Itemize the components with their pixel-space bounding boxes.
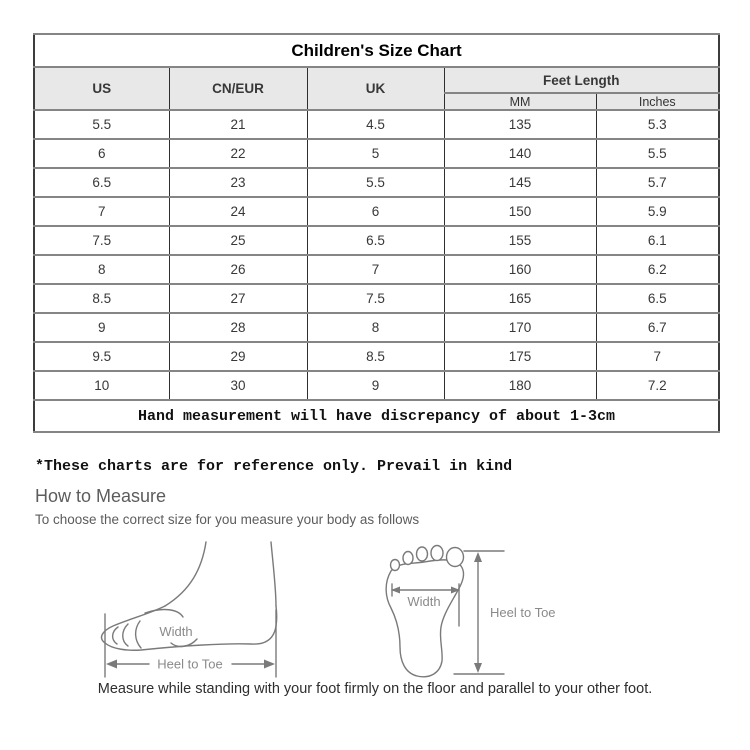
table-row: 9 28 8 170 6.7: [33, 312, 720, 343]
cell-inches: 6.5: [595, 283, 720, 314]
cell-inches: 5.7: [595, 167, 720, 198]
cell-inches: 7: [595, 341, 720, 372]
cell-inches: 6.7: [595, 312, 720, 343]
cell-us: 9.5: [33, 341, 170, 372]
cell-mm: 145: [443, 167, 597, 198]
cell-cn-eur: 29: [168, 341, 308, 372]
table-footer-row: Hand measurement will have discrepancy o…: [33, 399, 720, 433]
column-header-feet-length: Feet Length: [443, 66, 720, 94]
table-row: 7 24 6 150 5.9: [33, 196, 720, 227]
table-row: 8.5 27 7.5 165 6.5: [33, 283, 720, 314]
cell-cn-eur: 28: [168, 312, 308, 343]
cell-mm: 140: [443, 138, 597, 169]
sole-heel-to-toe-measure-lines: [453, 550, 505, 675]
cell-inches: 5.9: [595, 196, 720, 227]
cell-uk: 6: [306, 196, 445, 227]
table-row: 10 30 9 180 7.2: [33, 370, 720, 401]
cell-cn-eur: 26: [168, 254, 308, 285]
cell-cn-eur: 24: [168, 196, 308, 227]
sole-view-foot-diagram: Width Heel to Toe: [385, 544, 556, 678]
cell-us: 6: [33, 138, 170, 169]
column-header-cn-eur: CN/EUR: [168, 66, 308, 111]
reference-note: *These charts are for reference only. Pr…: [35, 458, 513, 475]
sole-width-measure-lines: [391, 583, 460, 627]
cell-cn-eur: 27: [168, 283, 308, 314]
cell-mm: 160: [443, 254, 597, 285]
cell-cn-eur: 21: [168, 109, 308, 140]
cell-uk: 5.5: [306, 167, 445, 198]
cell-inches: 5.3: [595, 109, 720, 140]
cell-mm: 135: [443, 109, 597, 140]
column-header-mm: MM: [443, 92, 597, 111]
cell-cn-eur: 23: [168, 167, 308, 198]
sole-heel-to-toe-label: Heel to Toe: [490, 605, 556, 620]
sole-width-label: Width: [407, 594, 440, 609]
how-to-measure-subtitle: To choose the correct size for you measu…: [35, 512, 420, 527]
cell-mm: 165: [443, 283, 597, 314]
cell-uk: 8: [306, 312, 445, 343]
cell-cn-eur: 25: [168, 225, 308, 256]
measurement-discrepancy-note: Hand measurement will have discrepancy o…: [33, 399, 720, 433]
side-heel-to-toe-label: Heel to Toe: [157, 657, 223, 672]
cell-mm: 155: [443, 225, 597, 256]
size-chart-table: Children's Size Chart US CN/EUR UK Feet …: [33, 33, 721, 433]
cell-uk: 9: [306, 370, 445, 401]
cell-cn-eur: 22: [168, 138, 308, 169]
cell-us: 8.5: [33, 283, 170, 314]
cell-mm: 170: [443, 312, 597, 343]
table-header-row: US CN/EUR UK Feet Length: [33, 66, 720, 111]
table-title-row: Children's Size Chart: [33, 33, 720, 68]
cell-uk: 7.5: [306, 283, 445, 314]
cell-uk: 6.5: [306, 225, 445, 256]
table-row: 8 26 7 160 6.2: [33, 254, 720, 285]
size-table-body: 5.5 21 4.5 135 5.3 6 22 5 140 5.5 6.5 23…: [33, 109, 720, 401]
column-header-uk: UK: [306, 66, 445, 111]
cell-uk: 8.5: [306, 341, 445, 372]
cell-uk: 4.5: [306, 109, 445, 140]
heel-to-toe-measure-lines: [104, 609, 277, 678]
column-header-inches: Inches: [595, 92, 720, 111]
foot-sole-outline: [385, 544, 465, 678]
cell-inches: 6.1: [595, 225, 720, 256]
cell-inches: 5.5: [595, 138, 720, 169]
table-row: 6.5 23 5.5 145 5.7: [33, 167, 720, 198]
cell-mm: 175: [443, 341, 597, 372]
cell-cn-eur: 30: [168, 370, 308, 401]
table-title: Children's Size Chart: [33, 33, 720, 68]
cell-us: 6.5: [33, 167, 170, 198]
table-row: 5.5 21 4.5 135 5.3: [33, 109, 720, 140]
cell-inches: 7.2: [595, 370, 720, 401]
cell-uk: 5: [306, 138, 445, 169]
table-row: 9.5 29 8.5 175 7: [33, 341, 720, 372]
cell-mm: 150: [443, 196, 597, 227]
measure-instruction-caption: Measure while standing with your foot fi…: [97, 681, 653, 697]
cell-us: 7.5: [33, 225, 170, 256]
how-to-measure-title: How to Measure: [35, 486, 167, 506]
side-width-label: Width: [159, 624, 192, 639]
cell-us: 9: [33, 312, 170, 343]
cell-mm: 180: [443, 370, 597, 401]
table-row: 6 22 5 140 5.5: [33, 138, 720, 169]
cell-us: 8: [33, 254, 170, 285]
cell-inches: 6.2: [595, 254, 720, 285]
cell-us: 10: [33, 370, 170, 401]
table-subheader-row: MM Inches: [34, 92, 720, 111]
column-header-us: US: [33, 66, 170, 111]
cell-us: 5.5: [33, 109, 170, 140]
table-row: 7.5 25 6.5 155 6.1: [33, 225, 720, 256]
cell-us: 7: [33, 196, 170, 227]
side-view-foot-diagram: Width Heel to Toe: [100, 541, 278, 678]
cell-uk: 7: [306, 254, 445, 285]
